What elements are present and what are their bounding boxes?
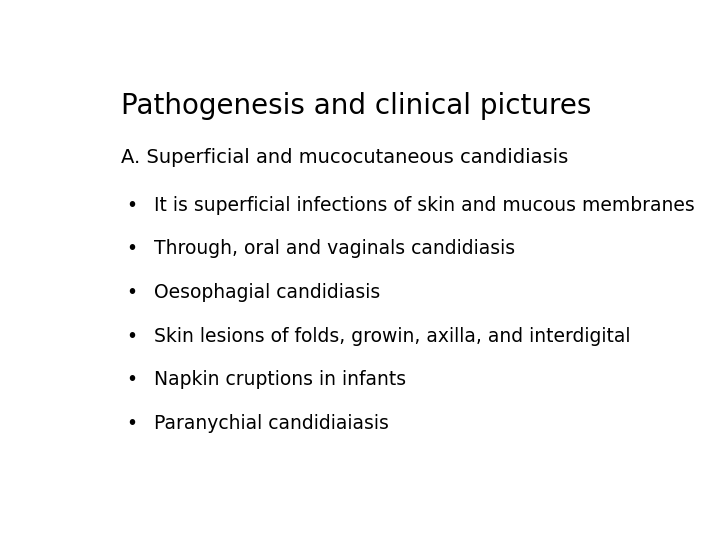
Text: •: • [126,414,138,433]
Text: Skin lesions of folds, growin, axilla, and interdigital: Skin lesions of folds, growin, axilla, a… [154,327,631,346]
Text: A. Superficial and mucocutaneous candidiasis: A. Superficial and mucocutaneous candidi… [121,148,568,167]
Text: •: • [126,196,138,215]
Text: •: • [126,283,138,302]
Text: •: • [126,239,138,259]
Text: Through, oral and vaginals candidiasis: Through, oral and vaginals candidiasis [154,239,516,259]
Text: •: • [126,370,138,389]
Text: Paranychial candidiaiasis: Paranychial candidiaiasis [154,414,389,433]
Text: It is superficial infections of skin and mucous membranes: It is superficial infections of skin and… [154,196,695,215]
Text: •: • [126,327,138,346]
Text: Pathogenesis and clinical pictures: Pathogenesis and clinical pictures [121,92,591,120]
Text: Napkin cruptions in infants: Napkin cruptions in infants [154,370,406,389]
Text: Oesophagial candidiasis: Oesophagial candidiasis [154,283,380,302]
